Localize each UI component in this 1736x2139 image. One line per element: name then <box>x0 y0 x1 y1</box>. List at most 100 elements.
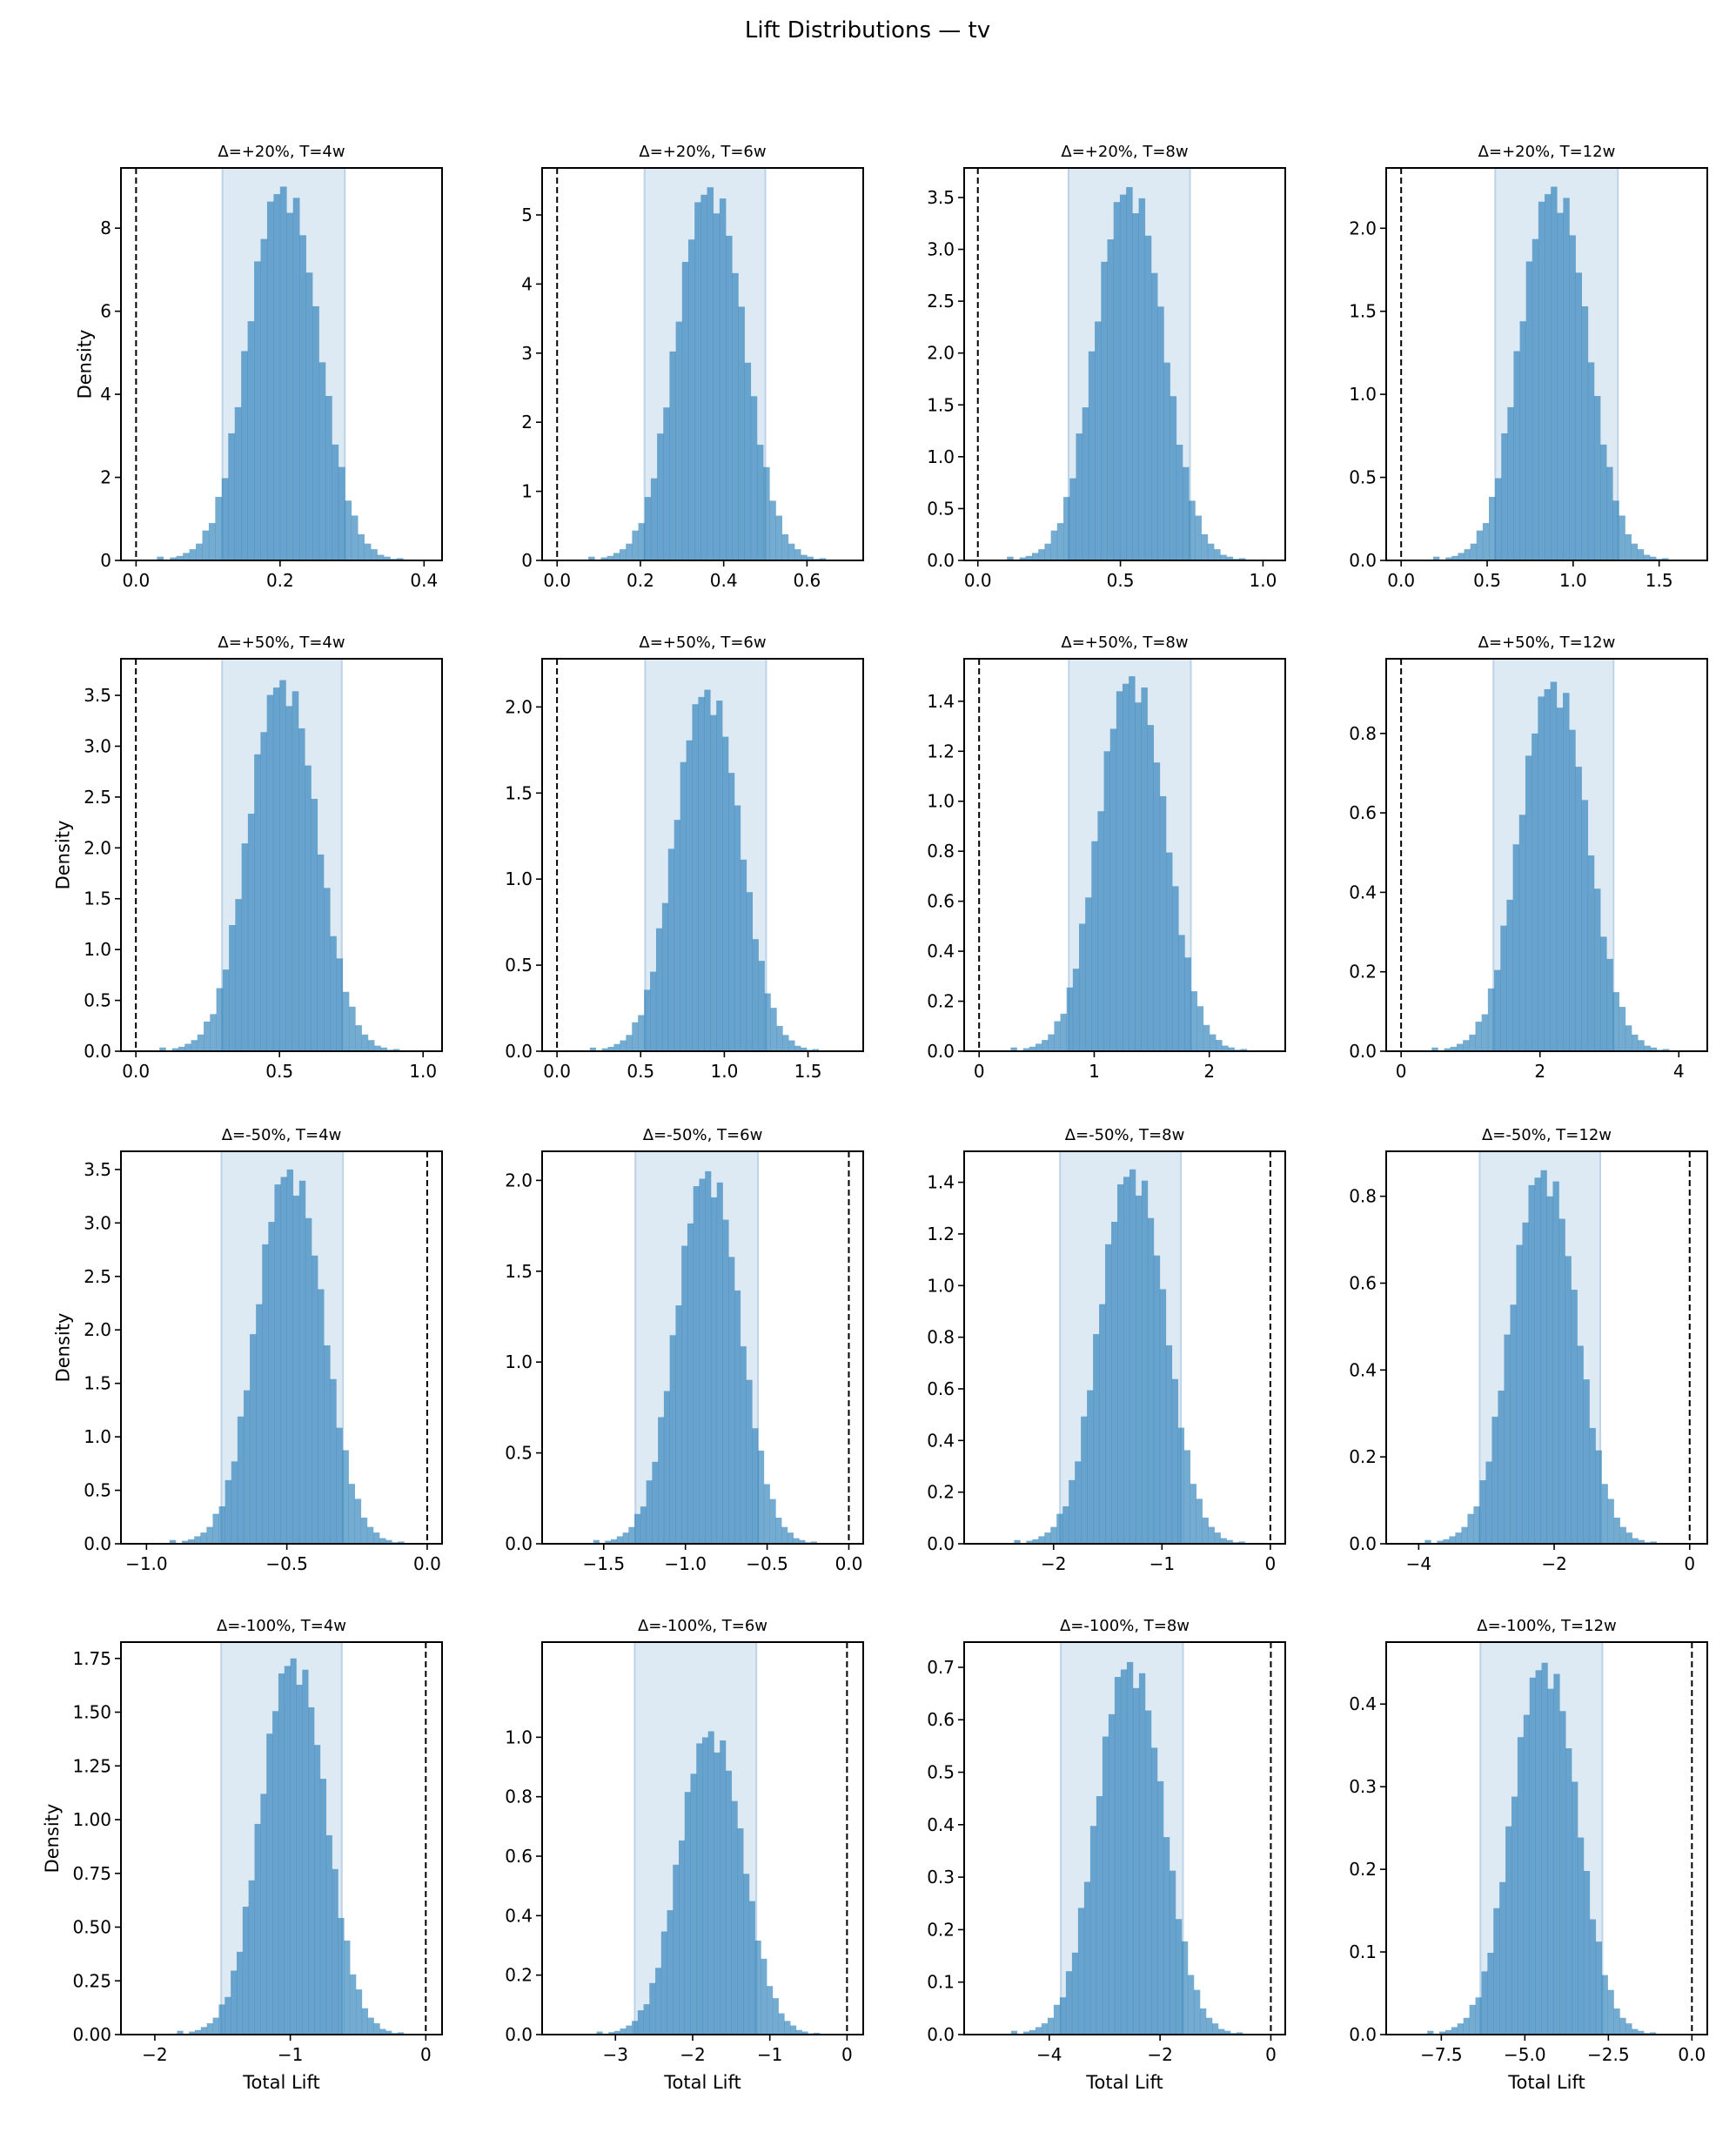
histogram-bar <box>1525 261 1533 560</box>
histogram-bar <box>626 543 633 560</box>
histogram-bar <box>188 1539 195 1544</box>
histogram-bar <box>801 554 808 560</box>
histogram-bar <box>782 1035 789 1051</box>
histogram-bar <box>693 1186 700 1544</box>
subplot-panel: Δ=+20%, T=12w 0.0 0.5 1.0 1.5 0.0 0.5 1.0 1.5 2.0 <box>1349 143 1708 591</box>
histogram-bar <box>1184 957 1191 1051</box>
histogram-bar <box>228 432 236 560</box>
histogram-bar <box>1220 554 1227 560</box>
histogram-bar <box>206 2023 213 2035</box>
histogram-bar <box>1547 1688 1554 2035</box>
x-tick-label: 2 <box>1203 1061 1215 1082</box>
histogram-bar <box>1177 1427 1185 1544</box>
subplot-panel: Δ=+50%, T=6w 0.0 0.5 1.0 1.5 0.0 0.5 1.0 1.5 2.0 <box>505 634 864 1082</box>
histogram-bar <box>1066 987 1074 1051</box>
histogram-bar <box>191 1040 198 1051</box>
histogram-bar <box>716 1182 723 1544</box>
histogram-bar <box>305 1217 312 1544</box>
histogram-bar <box>752 1428 759 1544</box>
axes-frame <box>963 658 1286 1052</box>
histogram-bar <box>1196 1499 1203 1544</box>
x-tick-label: 0.2 <box>627 570 654 591</box>
histogram-bar <box>1077 1908 1085 2035</box>
histogram-bar <box>1510 1304 1517 1544</box>
histogram-bar <box>1220 1538 1227 1544</box>
y-tick-label: 0.2 <box>927 1482 955 1503</box>
histogram-bar <box>1625 1532 1632 1544</box>
histogram-bar <box>616 1536 623 1544</box>
histogram-bar <box>781 1526 788 1544</box>
y-tick-label: 1.00 <box>72 1809 111 1830</box>
histogram-bar <box>1099 1304 1106 1544</box>
histogram-bar <box>655 1968 662 2035</box>
x-tick-label: 0 <box>1396 1061 1407 1082</box>
y-tick-label: 0.0 <box>84 1533 111 1554</box>
histogram-bar <box>159 1047 166 1051</box>
histogram-bar <box>1427 2030 1434 2035</box>
histogram-bar <box>1600 936 1607 1051</box>
histogram-bar <box>374 1045 381 1051</box>
histogram-bar <box>1619 515 1625 560</box>
histogram-bar <box>1078 923 1086 1051</box>
histogram-bar <box>1650 1047 1658 1051</box>
x-tick-label: 0.0 <box>122 1061 150 1082</box>
subplot-title: Δ=+50%, T=6w <box>639 634 766 652</box>
histogram-bar <box>279 186 287 560</box>
histogram-bar <box>1107 239 1115 560</box>
histogram-bar <box>1577 1345 1584 1544</box>
histogram-bar <box>658 1417 665 1544</box>
histogram-bar <box>200 2027 208 2035</box>
histogram-bar <box>1150 1747 1158 2035</box>
axes-frame <box>963 167 1286 561</box>
x-tick-label: 1.0 <box>1250 570 1277 591</box>
y-tick-label: 0.1 <box>1349 1941 1377 1962</box>
histogram-bar <box>218 1505 225 1544</box>
histogram-bar <box>1176 445 1183 560</box>
histogram-bar <box>194 1536 201 1544</box>
histogram-bar <box>385 2030 392 2035</box>
histogram-bar <box>1153 762 1161 1051</box>
axes-frame <box>120 658 443 1052</box>
histogram-bar <box>1559 1711 1566 2035</box>
histogram-bar <box>1044 1532 1051 1544</box>
histogram-bar <box>588 556 595 560</box>
subplot-title: Δ=+50%, T=4w <box>218 634 345 652</box>
histogram-bar <box>254 754 261 1051</box>
histogram-bar <box>601 1048 608 1051</box>
histogram-bar <box>314 1745 321 2035</box>
y-tick-label: 0.0 <box>505 2024 533 2045</box>
histogram-bar <box>1550 681 1558 1051</box>
histogram-bar <box>344 1940 351 2035</box>
histogram-bar <box>1116 1183 1124 1544</box>
histogram-bar <box>1207 543 1215 560</box>
histogram-bar <box>218 2004 225 2035</box>
histogram-bar <box>1551 186 1558 560</box>
histogram-bar <box>1431 1047 1438 1051</box>
y-tick-label: 1.4 <box>927 691 955 712</box>
histogram-bar <box>661 902 669 1051</box>
histogram-bar <box>1487 1953 1494 2035</box>
histogram-bar <box>169 1539 177 1544</box>
histogram-bar <box>1523 1714 1531 2035</box>
histogram-bar <box>1506 899 1513 1051</box>
histogram-bar <box>367 2017 374 2035</box>
x-tick-label: 0.0 <box>543 570 571 591</box>
x-tick-label: 0.5 <box>265 1061 293 1082</box>
histogram-bar <box>679 1840 686 2035</box>
histogram-bar <box>687 1223 694 1544</box>
histogram-bar <box>1226 1539 1233 1544</box>
histogram-bar <box>210 1014 217 1051</box>
histogram-bar <box>788 1040 795 1051</box>
histogram-bar <box>1193 1989 1201 2035</box>
histogram-bar <box>256 1304 263 1544</box>
histogram-bar <box>1475 1022 1483 1051</box>
histogram-bar <box>189 2031 196 2035</box>
histogram-bar <box>1557 212 1564 560</box>
histogram-bar <box>778 2013 785 2035</box>
histogram-bar <box>674 820 680 1051</box>
histogram-bar <box>1581 800 1589 1051</box>
x-tick-label: 1.0 <box>1559 570 1587 591</box>
y-tick-label: 1.0 <box>84 939 111 960</box>
histogram-bar <box>170 557 178 560</box>
histogram-bar <box>231 1461 238 1544</box>
